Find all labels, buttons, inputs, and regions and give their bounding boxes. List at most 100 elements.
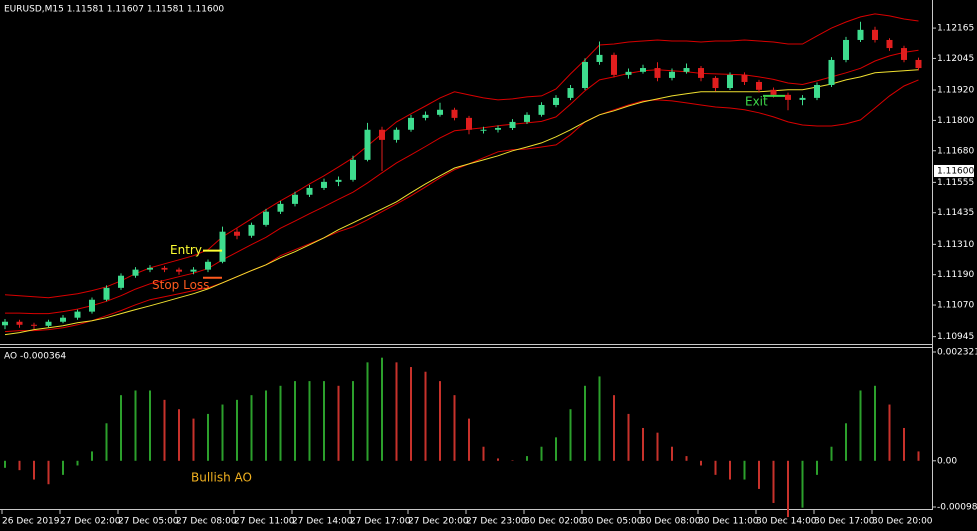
ao-bar: [801, 460, 804, 508]
y-tick-label: 0.002321: [937, 348, 977, 358]
x-tick-label: 27 Dec 02:00: [60, 517, 121, 527]
candle-body: [553, 97, 559, 105]
candle-body: [2, 321, 8, 326]
indicator-title: AO -0.000364: [4, 352, 66, 362]
y-tick-label: 1.12165: [937, 24, 974, 34]
candle-body: [712, 77, 719, 89]
candle-body: [828, 59, 835, 85]
ao-bar: [352, 381, 354, 461]
candle-body: [567, 88, 574, 98]
candle-body: [480, 129, 487, 131]
x-tick-label: 27 Dec 11:00: [234, 517, 295, 527]
candle-body: [60, 317, 66, 322]
ao-bar: [76, 460, 79, 466]
ao-bar: [642, 427, 644, 461]
ao-bar: [149, 390, 151, 461]
y-tick-label: 1.12045: [937, 54, 974, 64]
candle-body: [886, 39, 893, 49]
candle-body: [741, 74, 748, 82]
candle-body: [219, 231, 226, 262]
y-tick-label: 1.10945: [937, 332, 974, 342]
ao-bar: [859, 390, 862, 461]
ao-bar: [192, 418, 195, 461]
candle-body: [103, 287, 110, 300]
candle-body: [509, 121, 516, 128]
ao-bar: [120, 395, 122, 461]
ao-bar: [497, 458, 499, 461]
candle-body: [306, 187, 313, 195]
y-tick-label: 1.11555: [937, 178, 974, 188]
candle-body: [161, 267, 168, 270]
x-tick-label: 30 Dec 05:00: [582, 517, 643, 527]
ao-bar: [743, 460, 746, 480]
x-tick-label: 30 Dec 02:00: [524, 517, 585, 527]
candle-body: [611, 54, 617, 75]
candle-body: [379, 129, 385, 140]
ao-bar: [294, 381, 296, 461]
ao-bar: [439, 381, 441, 461]
ao-bar: [700, 460, 702, 466]
candle-body: [364, 129, 371, 160]
ao-bar: [62, 460, 64, 475]
candle-body: [756, 81, 762, 90]
ao-bar: [613, 395, 615, 461]
candle-body: [292, 194, 298, 204]
candle-body: [857, 29, 864, 40]
x-tick-label: 30 Dec 17:00: [814, 517, 875, 527]
y-tick-label: -0.000986: [937, 503, 977, 513]
candle-body: [89, 299, 95, 312]
x-tick-label: 27 Dec 20:00: [408, 517, 469, 527]
y-tick-label: 1.11800: [937, 116, 974, 126]
x-tick-label: 30 Dec 08:00: [640, 517, 701, 527]
ao-bar: [381, 357, 383, 461]
ao-bar: [337, 385, 340, 461]
x-tick-label: 27 Dec 08:00: [176, 517, 237, 527]
ao-bar: [598, 376, 601, 461]
candle-body: [582, 61, 588, 89]
ao-bar: [772, 460, 775, 503]
ao-bar: [468, 418, 470, 461]
ao-bar: [584, 385, 586, 461]
ao-bar: [816, 460, 818, 475]
ao-bar: [395, 362, 398, 461]
candle-body: [118, 275, 124, 288]
candle-body: [176, 269, 182, 272]
ao-bar: [758, 460, 760, 489]
ao-bar: [656, 432, 659, 461]
y-tick-label: 1.11435: [937, 208, 974, 218]
candle-body: [205, 261, 211, 270]
ao-bar: [308, 381, 311, 461]
annotation-label: Stop Loss: [152, 278, 209, 292]
indicator-line: [4, 79, 919, 333]
ao-bar: [250, 395, 253, 461]
y-tick-label: 1.11310: [937, 240, 974, 250]
candle-body: [524, 114, 530, 122]
ao-bar: [511, 460, 514, 461]
ao-bar: [221, 404, 224, 461]
ao-bar: [729, 460, 731, 480]
candle-body: [727, 74, 733, 89]
candle-body: [814, 84, 820, 98]
candle-body: [596, 54, 603, 62]
candle-body: [147, 267, 153, 270]
ao-bar: [526, 456, 528, 461]
indicator-line: [4, 69, 919, 336]
candle-body: [799, 97, 806, 100]
candle-body: [190, 269, 197, 272]
annotation-label: Bullish AO: [191, 471, 252, 485]
candle-body: [625, 71, 632, 75]
ao-bar: [903, 427, 905, 461]
ao-bar: [874, 385, 876, 461]
ao-bar: [685, 456, 688, 461]
annotation-label: Exit: [745, 94, 768, 108]
candle-body: [843, 39, 849, 60]
candle-body: [654, 68, 661, 78]
candle-body: [422, 114, 429, 118]
ao-bar: [105, 423, 108, 461]
candle-body: [640, 68, 646, 72]
current-price-label: 1.11600: [937, 166, 974, 176]
candle-body: [335, 179, 342, 182]
candle-body: [321, 181, 327, 188]
